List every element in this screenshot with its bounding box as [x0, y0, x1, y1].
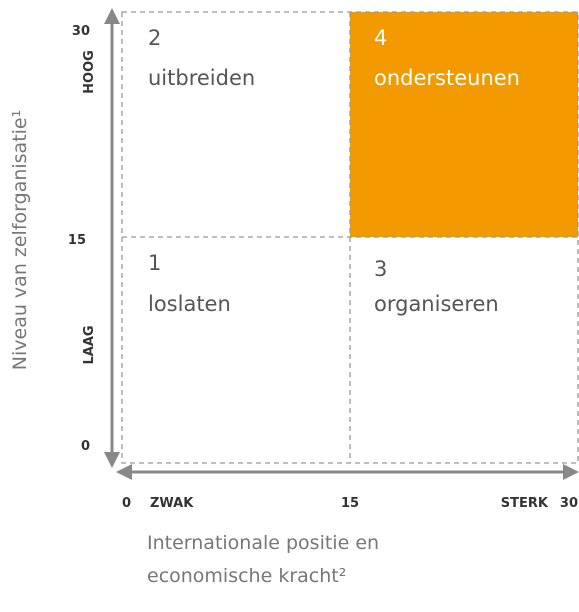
x-tick-label: 0: [122, 496, 131, 511]
highlight-quadrant: [350, 12, 578, 237]
quadrant-label: uitbreiden: [148, 66, 255, 90]
y-axis-title: Niveau van zelforganisatie¹: [9, 110, 31, 370]
grid: [121, 11, 579, 464]
axes: [104, 8, 579, 480]
x-low-label: ZWAK: [150, 496, 194, 511]
x-axis-title: economische kracht²: [147, 565, 346, 587]
quadrant-number: 2: [148, 26, 161, 50]
quadrant-number: 3: [374, 257, 387, 281]
x-arrow-right: [563, 464, 579, 480]
y-tick-label: 30: [72, 24, 90, 39]
y-low-label: LAAG: [82, 325, 97, 364]
quadrant-label: loslaten: [148, 292, 231, 316]
x-tick-label: 30: [560, 496, 578, 511]
quadrant-number: 1: [148, 251, 161, 275]
quadrant-number: 4: [374, 26, 387, 50]
x-high-label: STERK: [501, 496, 549, 511]
y-high-label: HOOG: [82, 50, 97, 94]
quadrant-label: ondersteunen: [374, 66, 520, 90]
quadrant-label: organiseren: [374, 292, 499, 316]
y-arrow-top: [104, 8, 120, 24]
y-tick-label: 15: [68, 233, 86, 248]
y-tick-label: 0: [81, 439, 90, 454]
x-arrow-left: [116, 464, 132, 480]
y-arrow-bottom: [104, 452, 120, 468]
x-tick-label: 15: [341, 496, 359, 511]
x-axis-title: Internationale positie en: [147, 532, 379, 554]
